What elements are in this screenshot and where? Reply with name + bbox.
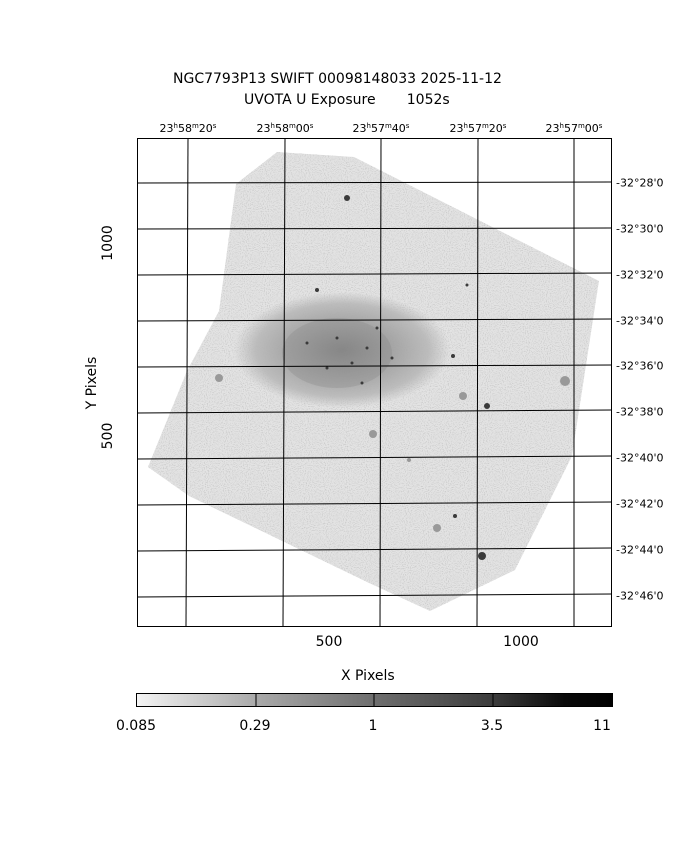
- dec-tick-label: -32°28'0: [616, 176, 664, 190]
- dec-tick-label: -32°38'0: [616, 405, 664, 419]
- colorbar-tick-label: 1: [368, 718, 378, 734]
- dec-tick-label: -32°40'0: [616, 451, 664, 465]
- x-tick-label: 1000: [503, 634, 539, 650]
- colorbar: [136, 693, 613, 707]
- dec-tick-label: -32°44'0: [616, 543, 664, 557]
- ra-tick-label: 23h58m20s: [159, 122, 217, 135]
- exposure-map-image: [137, 138, 612, 627]
- dec-tick-label: -32°46'0: [616, 589, 664, 603]
- x-tick-label: 500: [315, 634, 343, 650]
- y-tick-label: 500: [100, 422, 116, 450]
- y-tick-label: 1000: [100, 225, 116, 261]
- ra-tick-label: 23h57m40s: [352, 122, 410, 135]
- dec-tick-label: -32°30'0: [616, 222, 664, 236]
- title-line-1: NGC7793P13 SWIFT 00098148033 2025-11-12: [173, 71, 502, 87]
- colorbar-tick-label: 0.29: [239, 718, 271, 734]
- y-axis-label: Y Pixels: [84, 356, 100, 410]
- colorbar-tick-label: 11: [593, 718, 611, 734]
- x-axis-label: X Pixels: [341, 668, 395, 684]
- title-line-2: UVOTA U Exposure 1052s: [244, 92, 450, 108]
- ra-tick-label: 23h57m20s: [449, 122, 507, 135]
- colorbar-tick-label: 3.5: [480, 718, 504, 734]
- dec-tick-label: -32°34'0: [616, 314, 664, 328]
- dec-tick-label: -32°32'0: [616, 268, 664, 282]
- dec-tick-label: -32°36'0: [616, 359, 664, 373]
- ra-tick-label: 23h57m00s: [545, 122, 603, 135]
- dec-tick-label: -32°42'0: [616, 497, 664, 511]
- ra-tick-label: 23h58m00s: [256, 122, 314, 135]
- colorbar-tick-label: 0.085: [115, 718, 157, 734]
